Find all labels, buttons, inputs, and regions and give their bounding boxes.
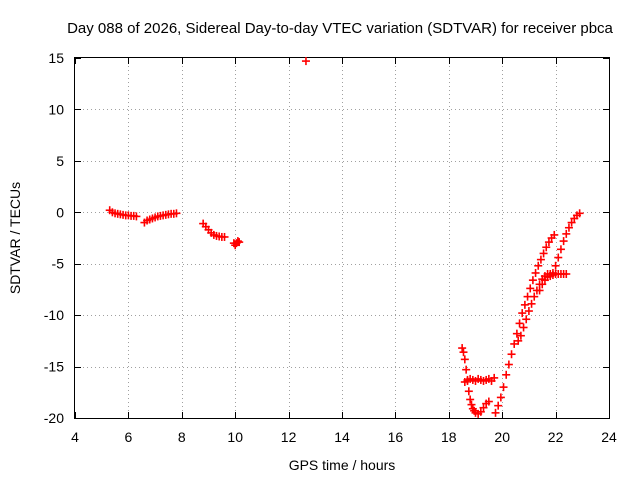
data-point: [496, 393, 505, 402]
data-point: [542, 243, 551, 252]
series-segment-1: [105, 206, 141, 221]
y-axis-label: SDTVAR / TECUs: [7, 182, 23, 294]
series-evening-upper-branch: [460, 373, 499, 386]
data-point: [519, 323, 528, 332]
data-point: [562, 270, 571, 278]
data-points: [105, 57, 584, 418]
y-tick-label: -15: [44, 359, 64, 375]
series-segment-2: [140, 209, 181, 227]
y-tick-label: 5: [56, 153, 64, 169]
data-point: [467, 400, 476, 409]
data-point: [490, 373, 499, 382]
series-segment-3: [199, 219, 229, 241]
data-point: [233, 237, 242, 246]
data-point: [514, 336, 523, 345]
chart-title: Day 088 of 2026, Sidereal Day-to-day VTE…: [67, 20, 613, 37]
series-outlier: [301, 57, 310, 66]
data-point: [518, 309, 527, 318]
x-tick-label: 14: [334, 429, 350, 445]
data-point: [499, 383, 508, 392]
x-tick-label: 22: [548, 429, 564, 445]
data-point: [551, 261, 560, 270]
y-tick-label: 0: [56, 204, 64, 220]
data-point: [550, 230, 559, 239]
data-point: [520, 300, 529, 309]
data-point: [476, 407, 485, 416]
data-point: [512, 329, 521, 338]
x-tick-label: 12: [281, 429, 297, 445]
data-point: [516, 331, 525, 340]
data-point: [535, 286, 544, 295]
data-point: [527, 299, 536, 308]
data-point: [562, 229, 571, 238]
data-point: [539, 249, 548, 258]
data-point: [510, 339, 519, 348]
series-evening-rise-left: [491, 230, 559, 417]
data-point: [462, 365, 471, 374]
y-tick-label: 10: [48, 101, 64, 117]
data-point: [526, 284, 535, 293]
data-point: [459, 348, 468, 357]
data-point: [491, 408, 500, 417]
data-point: [534, 261, 543, 270]
x-tick-label: 4: [71, 429, 79, 445]
data-point: [504, 360, 513, 369]
data-point: [538, 280, 547, 289]
data-point: [564, 223, 573, 232]
y-tick-label: -5: [52, 256, 65, 272]
data-point: [530, 292, 539, 301]
data-point: [522, 315, 531, 324]
data-point: [494, 401, 503, 410]
data-point: [523, 292, 532, 301]
data-point: [458, 344, 467, 353]
x-tick-label: 18: [441, 429, 457, 445]
data-point: [466, 395, 475, 404]
x-tick-label: 10: [227, 429, 243, 445]
data-point: [556, 245, 565, 254]
data-point: [515, 319, 524, 328]
x-tick-labels: 4 6 8 10 12 14 16 18 20 22 24: [71, 429, 617, 445]
data-point: [460, 355, 469, 364]
plot-frame: [74, 57, 610, 419]
data-point: [479, 403, 488, 412]
x-tick-label: 6: [125, 429, 133, 445]
data-point: [528, 276, 537, 285]
series-evening-plateau: [535, 270, 571, 295]
x-axis-label: GPS time / hours: [289, 457, 396, 473]
series-segment-4: [229, 237, 244, 250]
data-point: [220, 232, 229, 241]
y-tick-label: -20: [44, 410, 64, 426]
data-point: [301, 57, 310, 66]
y-tick-labels: 15 10 5 0 -5 -10 -15 -20: [44, 50, 64, 426]
x-tick-label: 20: [494, 429, 510, 445]
data-point: [132, 212, 141, 221]
y-tick-label: 15: [48, 50, 64, 66]
data-point: [531, 268, 540, 277]
data-point: [502, 370, 511, 379]
data-point: [575, 209, 584, 218]
data-point: [544, 238, 553, 247]
data-point: [559, 237, 568, 246]
data-point: [554, 253, 563, 262]
data-point: [507, 350, 516, 359]
x-tick-label: 16: [388, 429, 404, 445]
data-point: [484, 397, 493, 406]
data-point: [567, 218, 576, 227]
data-point: [536, 255, 545, 264]
data-point: [524, 307, 533, 316]
y-tick-label: -10: [44, 307, 64, 323]
x-tick-label: 8: [178, 429, 186, 445]
x-tick-label: 24: [601, 429, 617, 445]
data-point: [172, 209, 181, 218]
grid-lines: [75, 58, 609, 418]
data-point: [235, 238, 244, 247]
data-point: [464, 387, 473, 396]
